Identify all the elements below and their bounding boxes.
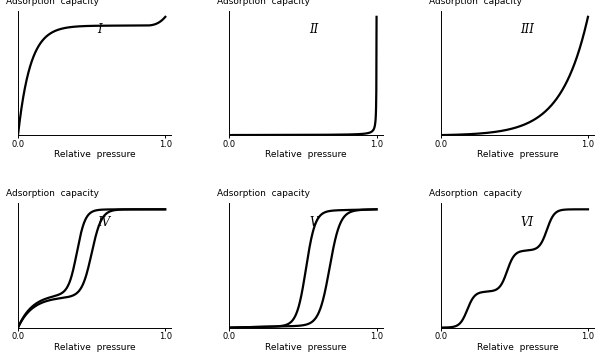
- Text: Adsorption  capacity: Adsorption capacity: [428, 0, 521, 6]
- X-axis label: Relative  pressure: Relative pressure: [54, 343, 136, 352]
- Text: II: II: [309, 23, 319, 36]
- X-axis label: Relative  pressure: Relative pressure: [265, 343, 347, 352]
- Text: VI: VI: [520, 216, 533, 229]
- X-axis label: Relative  pressure: Relative pressure: [476, 343, 558, 352]
- Text: V: V: [309, 216, 317, 229]
- Text: Adsorption  capacity: Adsorption capacity: [217, 0, 310, 6]
- Text: Adsorption  capacity: Adsorption capacity: [217, 189, 310, 198]
- Text: IV: IV: [98, 216, 111, 229]
- X-axis label: Relative  pressure: Relative pressure: [476, 150, 558, 159]
- Text: Adsorption  capacity: Adsorption capacity: [6, 0, 99, 6]
- X-axis label: Relative  pressure: Relative pressure: [54, 150, 136, 159]
- Text: III: III: [520, 23, 535, 36]
- X-axis label: Relative  pressure: Relative pressure: [265, 150, 347, 159]
- Text: Adsorption  capacity: Adsorption capacity: [6, 189, 99, 198]
- Text: I: I: [98, 23, 102, 36]
- Text: Adsorption  capacity: Adsorption capacity: [428, 189, 521, 198]
